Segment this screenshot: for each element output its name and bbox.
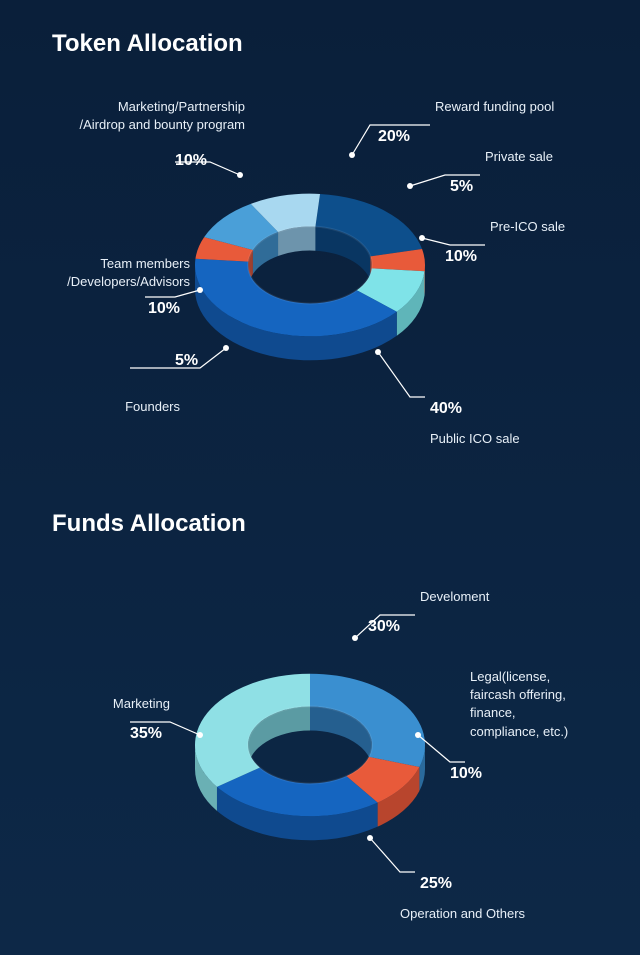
slice-pct: 10% <box>445 248 477 266</box>
slice-label: Team members /Developers/Advisors <box>25 255 190 291</box>
slice-label: Reward funding pool <box>435 98 554 116</box>
slice-pct: 5% <box>450 178 473 196</box>
slice-pct: 25% <box>420 875 452 893</box>
slice-pct: 5% <box>175 352 198 370</box>
slice-label: Marketing/Partnership /Airdrop and bount… <box>25 98 245 134</box>
slice-label: Pre-ICO sale <box>490 218 565 236</box>
token-allocation-title: Token Allocation <box>52 30 243 58</box>
slice-pct: 20% <box>378 128 410 146</box>
slice-pct: 10% <box>450 765 482 783</box>
slice-label: Legal(license, faircash offering, financ… <box>470 668 568 741</box>
slice-label: Public ICO sale <box>430 430 520 448</box>
slice-pct: 10% <box>148 300 180 318</box>
slice-label: Founders <box>60 398 180 416</box>
slice-pct: 30% <box>368 618 400 636</box>
slice-label: Develoment <box>420 588 489 606</box>
slice-pct: 35% <box>130 725 162 743</box>
slice-pct: 40% <box>430 400 462 418</box>
funds-allocation-title: Funds Allocation <box>52 510 246 538</box>
slice-pct: 10% <box>175 152 207 170</box>
slice-label: Operation and Others <box>400 905 525 923</box>
slice-label: Marketing <box>70 695 170 713</box>
slice-label: Private sale <box>485 148 553 166</box>
